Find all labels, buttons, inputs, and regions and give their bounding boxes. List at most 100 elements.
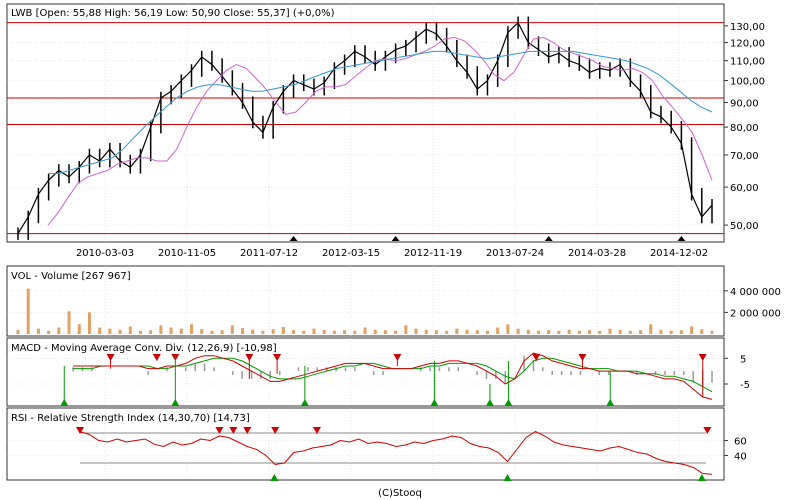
y-tick-label: 60,00: [730, 183, 759, 194]
volume-bar: [598, 330, 602, 334]
volume-bar: [557, 330, 561, 334]
volume-panel-title: VOL - Volume [267 967]: [11, 271, 131, 282]
sell-signal-icon: [703, 427, 712, 434]
buy-signal-icon: [606, 399, 615, 406]
volume-bar: [36, 328, 40, 334]
event-marker-icon: [289, 236, 298, 241]
volume-bar: [118, 329, 122, 334]
volume-bar: [516, 328, 520, 334]
volume-bar: [159, 325, 163, 334]
volume-bar: [577, 330, 581, 334]
buy-signal-icon: [300, 399, 309, 406]
buy-signal-icon: [270, 474, 279, 481]
volume-bar: [108, 328, 112, 334]
volume-bar: [200, 329, 204, 334]
rsi-panel-title: RSI - Relative Strength Index (14,30,70)…: [11, 413, 250, 424]
volume-bar: [434, 330, 438, 334]
volume-bar: [343, 330, 347, 334]
volume-bar: [475, 330, 479, 334]
buy-signal-icon: [503, 474, 512, 481]
volume-bar: [281, 326, 285, 334]
sell-signal-icon: [229, 427, 238, 434]
rsi-panel-frame: [6, 407, 725, 481]
y-tick-label: 40: [734, 452, 747, 463]
x-tick-label: 2014-03-28: [568, 248, 626, 259]
volume-bar: [230, 325, 234, 334]
volume-bar: [496, 327, 500, 334]
sell-signal-icon: [106, 354, 115, 361]
volume-bar: [679, 330, 683, 334]
volume-bar: [98, 327, 102, 334]
price-panel-title: LWB [Open: 55,88 High: 56,19 Low: 50,90 …: [11, 8, 335, 19]
volume-bar: [526, 329, 530, 334]
volume-bar: [251, 329, 255, 334]
x-tick-label: 2011-07-12: [240, 248, 298, 259]
volume-bar: [659, 329, 663, 334]
macd-signal-line: [73, 357, 713, 393]
volume-bar: [465, 329, 469, 334]
y-tick-label: 2 000 000: [730, 308, 781, 319]
y-tick-label: 60: [734, 437, 747, 448]
price-line: [17, 21, 713, 234]
volume-bar: [445, 330, 449, 334]
event-marker-icon: [544, 236, 553, 241]
y-tick-label: 4 000 000: [730, 287, 781, 298]
volume-bar: [700, 329, 704, 334]
sell-signal-icon: [76, 427, 84, 434]
volume-bar: [618, 329, 622, 334]
vol-panel-frame: [6, 265, 725, 337]
volume-bar: [332, 330, 336, 334]
volume-bar: [588, 330, 592, 334]
volume-bar: [16, 329, 20, 334]
price-panel-frame: [6, 3, 725, 243]
volume-bar: [567, 329, 571, 334]
volume-bar: [649, 324, 653, 334]
footer-copyright: (C)Stooq: [378, 488, 422, 499]
x-tick-label: 2010-11-05: [158, 248, 216, 259]
volume-bar: [373, 329, 377, 334]
macd-line: [73, 352, 713, 400]
volume-bar: [639, 330, 643, 334]
x-tick-label: 2012-03-15: [322, 248, 380, 259]
sell-signal-icon: [271, 427, 280, 434]
volume-bar: [179, 328, 183, 334]
macd-panel-title: MACD - Moving Average Conv. Div. (12,26,…: [11, 343, 277, 354]
volume-bar: [424, 329, 428, 334]
sell-signal-icon: [273, 354, 282, 361]
y-tick-label: 90,00: [730, 99, 759, 110]
volume-bar: [261, 330, 265, 334]
volume-bar: [67, 311, 71, 334]
y-tick-label: 100,00: [730, 77, 765, 88]
x-tick-label: 2010-03-03: [76, 248, 134, 259]
volume-bar: [690, 326, 694, 334]
buy-signal-icon: [485, 399, 494, 406]
buy-signal-icon: [171, 399, 180, 406]
volume-bar: [87, 312, 91, 334]
volume-bar: [292, 330, 296, 334]
volume-bar: [169, 327, 173, 334]
volume-bar: [669, 330, 673, 334]
sell-signal-icon: [245, 354, 254, 361]
y-tick-label: 130,00: [730, 22, 765, 33]
sell-signal-icon: [393, 354, 402, 361]
volume-bar: [404, 325, 408, 334]
volume-bar: [394, 330, 398, 334]
volume-bar: [77, 324, 81, 334]
buy-signal-icon: [504, 399, 513, 406]
volume-bar: [322, 329, 326, 334]
volume-bar: [353, 330, 357, 334]
volume-bar: [302, 330, 306, 334]
volume-bar: [271, 329, 275, 334]
volume-bar: [710, 330, 714, 334]
y-tick-label: 70,00: [730, 151, 759, 162]
volume-bar: [190, 324, 193, 334]
volume-bar: [547, 330, 551, 334]
y-tick-label: 80,00: [730, 123, 759, 134]
sell-signal-icon: [215, 427, 224, 434]
y-tick-label: 120,00: [730, 39, 765, 50]
rsi-line: [79, 430, 713, 475]
volume-bar: [57, 327, 61, 334]
volume-bar: [241, 328, 245, 334]
sell-signal-icon: [243, 427, 252, 434]
sell-signal-icon: [698, 354, 707, 361]
